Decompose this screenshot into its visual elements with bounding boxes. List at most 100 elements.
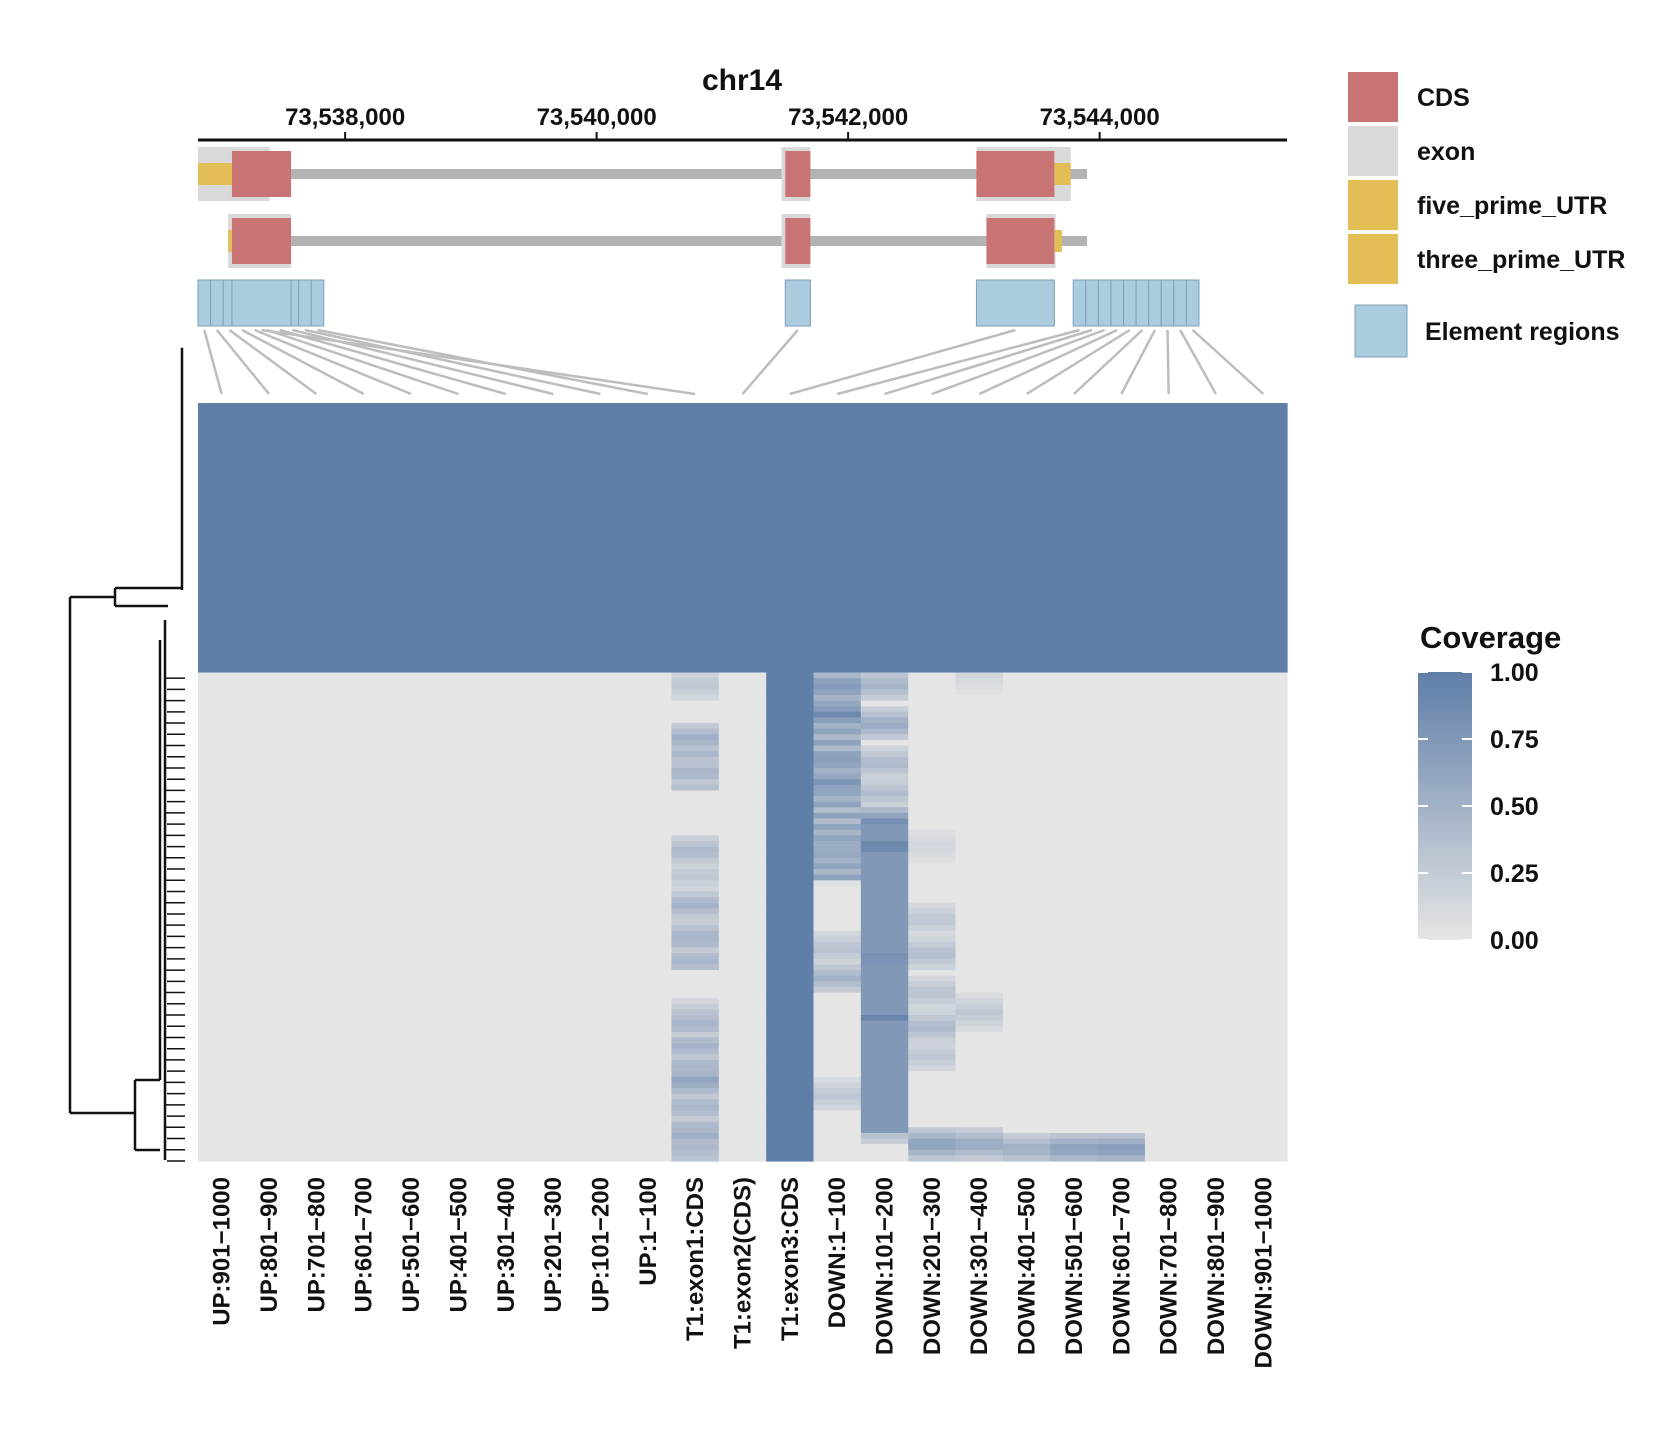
heatmap-cell	[387, 526, 436, 533]
heatmap-cell	[1050, 998, 1099, 1005]
heatmap-cell	[576, 627, 625, 634]
heatmap-cell	[671, 1003, 720, 1010]
heatmap-cell	[671, 846, 720, 853]
heatmap-cell	[908, 543, 957, 550]
heatmap-cell	[340, 577, 388, 584]
heatmap-cell	[292, 621, 341, 629]
heatmap-cell	[482, 739, 531, 747]
heatmap-cell	[1050, 408, 1099, 415]
heatmap-cell	[1002, 739, 1051, 747]
heatmap-cell	[718, 913, 767, 921]
heatmap-cell	[1050, 1009, 1099, 1016]
heatmap-cell	[245, 515, 294, 522]
heatmap-cell	[1239, 1149, 1288, 1156]
heatmap-cell	[1144, 1093, 1193, 1100]
heatmap-cell	[434, 829, 483, 836]
heatmap-cell	[482, 1065, 531, 1072]
heatmap-cell	[1002, 942, 1051, 949]
heatmap-cell	[1097, 588, 1146, 595]
heatmap-cell	[576, 678, 625, 685]
heatmap-cell	[482, 986, 531, 994]
heatmap-cell	[340, 902, 388, 909]
heatmap-cell	[1144, 520, 1193, 528]
heatmap-cell	[1192, 1037, 1241, 1044]
heatmap-cell	[576, 498, 625, 505]
heatmap-cell	[1002, 874, 1051, 881]
heatmap-cell	[1050, 492, 1099, 500]
heatmap-cell	[434, 1088, 483, 1095]
heatmap-cell	[576, 1065, 625, 1072]
heatmap-cell	[955, 419, 1004, 427]
heatmap-cell	[1002, 958, 1051, 966]
heatmap-cell	[766, 863, 815, 870]
heatmap-cell	[529, 537, 578, 544]
heatmap-cell	[1144, 751, 1193, 758]
heatmap-cell	[624, 711, 673, 719]
heatmap-cell	[245, 807, 294, 814]
heatmap-cell	[245, 784, 294, 792]
heatmap-cell	[198, 492, 246, 500]
heatmap-cell	[245, 1065, 294, 1072]
heatmap-cell	[1097, 970, 1146, 977]
heatmap-cell	[955, 1065, 1004, 1072]
heatmap-cell	[434, 520, 483, 528]
heatmap-cell	[529, 655, 578, 662]
heatmap-cell	[387, 1076, 436, 1083]
heatmap-cell	[955, 739, 1004, 747]
heatmap-cell	[292, 790, 341, 797]
heatmap-cell	[340, 582, 388, 589]
heatmap-cell	[624, 515, 673, 522]
heatmap-cell	[482, 975, 531, 982]
heatmap-cell	[718, 1071, 767, 1078]
heatmap-cell	[860, 689, 909, 696]
heatmap-cell	[1239, 902, 1288, 909]
heatmap-cell	[908, 936, 957, 943]
heatmap-cell	[1239, 526, 1288, 533]
heatmap-cell	[576, 728, 625, 735]
heatmap-cell	[860, 1059, 909, 1067]
heatmap-cell	[1097, 638, 1146, 646]
heatmap-cell	[292, 683, 341, 690]
heatmap-cell	[860, 953, 909, 960]
heatmap-cell	[1192, 897, 1241, 904]
heatmap-cell	[529, 700, 578, 707]
heatmap-cell	[1097, 840, 1146, 848]
heatmap-cell	[387, 436, 436, 443]
heatmap-cell	[1097, 1048, 1146, 1055]
heatmap-cell	[529, 683, 578, 690]
heatmap-cell	[718, 863, 767, 870]
heatmap-cell	[1002, 947, 1051, 954]
heatmap-cell	[292, 885, 341, 893]
heatmap-cell	[434, 1121, 483, 1128]
heatmap-cell	[813, 1116, 862, 1123]
heatmap-cell	[955, 767, 1004, 775]
heatmap-cell	[1192, 958, 1241, 966]
heatmap-cell	[1144, 1003, 1193, 1010]
heatmap-cell	[1239, 869, 1288, 876]
heatmap-cell	[1192, 543, 1241, 550]
heatmap-cell	[1144, 492, 1193, 500]
column-label: UP:301−400	[493, 1177, 520, 1312]
heatmap-cell	[434, 1155, 483, 1162]
heatmap-cell	[1002, 840, 1051, 848]
heatmap-cell	[955, 1082, 1004, 1089]
heatmap-cell	[624, 571, 673, 578]
heatmap-cell	[1050, 1099, 1099, 1106]
heatmap-cell	[387, 706, 436, 713]
heatmap-cell	[1192, 425, 1241, 432]
heatmap-cell	[482, 723, 531, 730]
heatmap-cell	[576, 824, 625, 831]
heatmap-cell	[387, 543, 436, 550]
heatmap-cell	[292, 773, 341, 780]
heatmap-cell	[1239, 885, 1288, 893]
heatmap-cell	[908, 1009, 957, 1016]
heatmap-cell	[718, 650, 767, 657]
heatmap-cell	[1192, 694, 1241, 702]
heatmap-cell	[1097, 1043, 1146, 1050]
heatmap-cell	[198, 1031, 246, 1039]
heatmap-cell	[482, 571, 531, 578]
heatmap-cell	[624, 1048, 673, 1055]
heatmap-cell	[671, 475, 720, 483]
heatmap-cell	[576, 992, 625, 999]
heatmap-cell	[576, 504, 625, 511]
